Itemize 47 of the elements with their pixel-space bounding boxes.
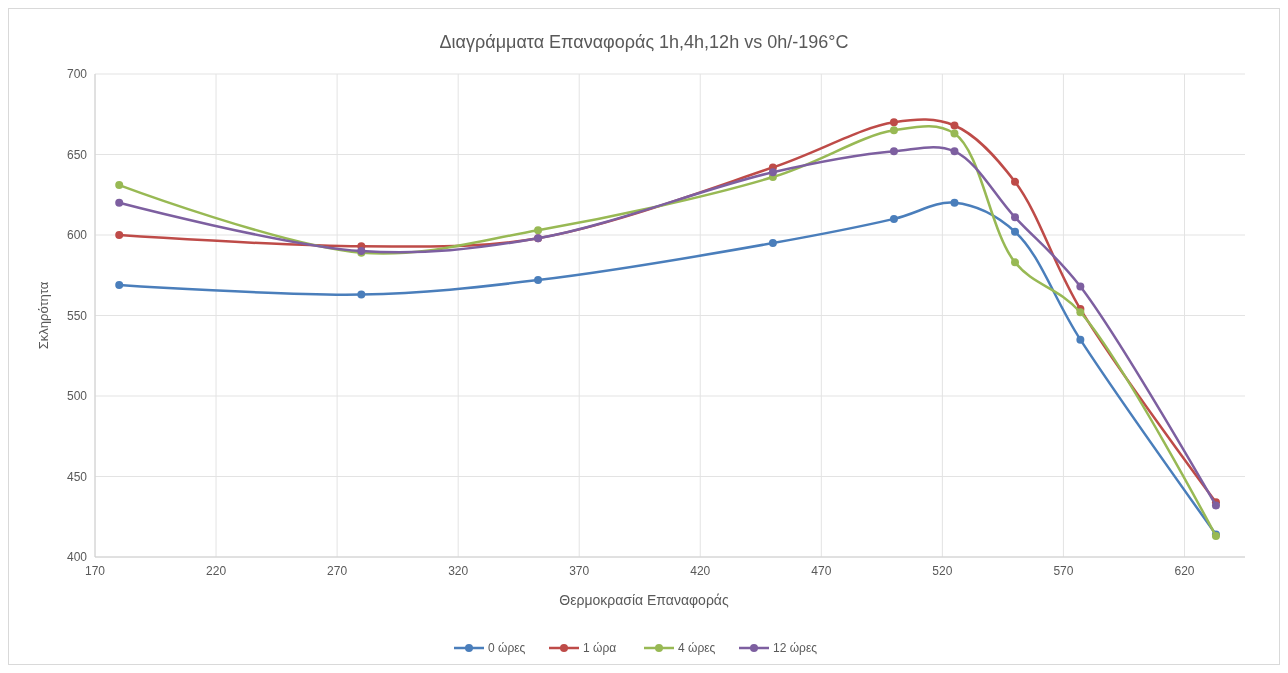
point bbox=[1076, 282, 1085, 291]
point bbox=[889, 147, 898, 156]
point bbox=[889, 118, 898, 127]
y-tick-label: 600 bbox=[66, 228, 88, 242]
point bbox=[950, 147, 959, 156]
point bbox=[950, 129, 959, 138]
point bbox=[1011, 258, 1019, 267]
legend-label: 1 ώρα bbox=[583, 641, 617, 655]
point bbox=[357, 290, 366, 299]
x-tick-label: 220 bbox=[206, 564, 227, 578]
point bbox=[1011, 177, 1019, 186]
point bbox=[1011, 213, 1019, 222]
y-tick-label: 400 bbox=[66, 550, 88, 564]
x-tick-label: 370 bbox=[569, 564, 590, 578]
legend-label: 4 ώρες bbox=[678, 641, 716, 655]
point bbox=[889, 126, 898, 135]
y-tick-label: 500 bbox=[66, 389, 88, 403]
point bbox=[950, 198, 959, 207]
y-tick-label: 700 bbox=[66, 67, 88, 81]
x-tick-label: 570 bbox=[1053, 564, 1074, 578]
point bbox=[534, 276, 543, 285]
point bbox=[1011, 227, 1019, 236]
y-tick-label: 550 bbox=[66, 308, 88, 323]
y-tick-label: 650 bbox=[66, 147, 88, 162]
point bbox=[889, 214, 898, 223]
chart-title: Διαγράμματα Επαναφοράς 1h,4h,12h vs 0h/-196°C bbox=[439, 32, 849, 52]
point bbox=[115, 198, 124, 207]
point bbox=[768, 239, 777, 248]
x-tick-label: 170 bbox=[84, 564, 106, 578]
x-tick-label: 520 bbox=[932, 564, 953, 578]
point bbox=[534, 226, 543, 235]
point bbox=[115, 181, 124, 190]
x-tick-label: 620 bbox=[1174, 564, 1195, 578]
x-axis-title: Θερμοκρασία Επαναφοράς bbox=[559, 592, 729, 608]
x-tick-label: 320 bbox=[448, 564, 469, 578]
x-tick-label: 270 bbox=[327, 564, 348, 578]
y-tick-label: 450 bbox=[66, 469, 88, 484]
point bbox=[1076, 335, 1085, 344]
x-tick-label: 420 bbox=[690, 564, 711, 578]
legend-label: 12 ώρες bbox=[773, 641, 818, 655]
y-axis-title: Σκληρότητα bbox=[36, 281, 51, 350]
x-tick-label: 470 bbox=[811, 564, 832, 578]
point bbox=[115, 280, 124, 289]
point bbox=[768, 168, 777, 177]
point bbox=[950, 121, 959, 130]
point bbox=[115, 231, 124, 239]
legend-label: 0 ώρες bbox=[488, 641, 526, 655]
